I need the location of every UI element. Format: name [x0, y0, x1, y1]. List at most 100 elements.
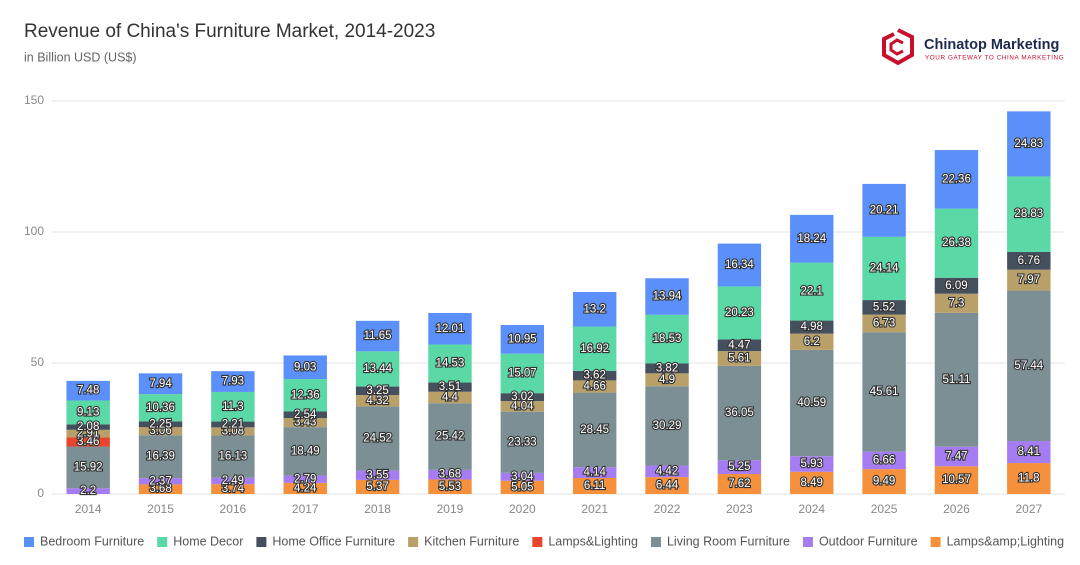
bar-segment: [717, 243, 762, 287]
bar-segment: [211, 421, 255, 428]
value-label: 9.03: [294, 361, 316, 373]
bar-segment: [790, 349, 834, 457]
value-label: 36.05: [725, 407, 754, 419]
value-label: 2.2: [80, 485, 96, 497]
value-label: 8.49: [801, 477, 823, 489]
logo-icon-inner: [889, 38, 904, 56]
bar-segment: [211, 371, 255, 392]
legend-swatch: [930, 537, 941, 547]
value-label: 2.54: [294, 409, 317, 421]
bar-segment: [1007, 176, 1051, 252]
bar-segment: [717, 474, 762, 494]
bar-segment: [283, 411, 327, 419]
bar-segment: [138, 373, 183, 395]
value-label: 2.91: [77, 428, 99, 440]
value-label: 40.59: [797, 397, 826, 409]
value-label: 14.53: [436, 358, 465, 370]
bar-segment: [66, 429, 110, 438]
value-label: 2.37: [149, 475, 171, 487]
bar-segment: [934, 466, 979, 494]
bar-segment: [428, 469, 472, 480]
value-label: 13.2: [583, 303, 605, 315]
value-label: 9.13: [77, 406, 99, 418]
bar-segment: [717, 460, 762, 475]
bar-segment: [572, 392, 617, 468]
value-label: 3.51: [439, 381, 461, 393]
x-tick-label: 2019: [437, 502, 464, 516]
bar-segment: [66, 380, 110, 401]
y-tick-label: 50: [31, 355, 45, 369]
bar-segment: [645, 363, 689, 374]
bar-segment: [1007, 111, 1051, 177]
value-label: 7.97: [1018, 274, 1040, 286]
bar-segment: [283, 427, 327, 476]
value-label: 6.2: [804, 336, 820, 348]
bar-segment: [428, 479, 472, 494]
value-label: 6.76: [1018, 255, 1040, 267]
legend-swatch: [532, 537, 543, 547]
value-label: 16.13: [219, 451, 248, 463]
value-label: 15.07: [508, 367, 537, 379]
bar-segment: [717, 365, 762, 461]
x-tick-label: 2016: [220, 502, 247, 516]
bar-segment: [790, 214, 834, 263]
value-label: 5.93: [801, 458, 823, 470]
value-label: 20.21: [870, 204, 899, 216]
value-label: 3.43: [294, 417, 316, 429]
x-tick-label: 2022: [654, 502, 681, 516]
bar-segment: [862, 469, 906, 494]
value-label: 3.02: [511, 391, 533, 403]
bar-segment: [934, 293, 979, 313]
value-label: 3.04: [511, 471, 534, 483]
legend-label: Home Decor: [173, 534, 243, 548]
value-label: 24.14: [870, 263, 899, 275]
value-label: 9.49: [873, 476, 895, 488]
legend-label: Lamps&amp;Lighting: [947, 534, 1064, 548]
bar-segment: [211, 391, 255, 422]
y-tick-label: 100: [24, 224, 44, 238]
bar-segment: [500, 325, 545, 354]
bar-segment: [645, 477, 689, 494]
value-label: 12.36: [291, 389, 320, 401]
value-label: 28.45: [580, 424, 609, 436]
bar-segment: [500, 353, 545, 394]
bar-segment: [572, 370, 617, 381]
value-label: 6.73: [873, 317, 895, 329]
bar-segment: [862, 451, 906, 470]
value-label: 6.11: [584, 480, 606, 492]
bar-segment: [355, 320, 400, 352]
legend-swatch: [650, 537, 661, 547]
bar-segment: [66, 488, 110, 494]
value-label: 6.44: [656, 480, 679, 492]
bar-segment: [355, 479, 400, 494]
bar-segment: [500, 401, 545, 412]
bar-segment: [717, 339, 762, 352]
value-label: 3.68: [149, 483, 171, 495]
bar-segment: [790, 471, 834, 494]
bar-segment: [428, 382, 472, 392]
value-label: 7.93: [222, 376, 244, 388]
value-label: 18.53: [653, 333, 682, 345]
value-label: 2.49: [222, 475, 244, 487]
bar-segment: [1007, 463, 1051, 494]
bar-segment: [355, 351, 400, 387]
value-label: 4.47: [728, 339, 750, 351]
value-label: 3.74: [222, 483, 245, 495]
bar-segment: [572, 380, 617, 393]
value-label: 5.52: [873, 301, 895, 313]
value-label: 18.24: [797, 233, 826, 245]
bar-segment: [138, 427, 183, 436]
value-label: 6.66: [873, 454, 895, 466]
value-label: 23.33: [508, 436, 537, 448]
bar-segment: [428, 344, 472, 383]
value-label: 2.08: [77, 421, 99, 433]
value-label: 18.49: [291, 445, 320, 457]
x-tick-label: 2021: [581, 502, 608, 516]
value-label: 3.62: [583, 370, 605, 382]
value-label: 7.3: [948, 297, 964, 309]
value-label: 25.42: [436, 431, 465, 443]
bar-segment: [138, 435, 183, 479]
bar-segment: [572, 467, 617, 478]
bar-segment: [355, 406, 400, 471]
legend-swatch: [802, 537, 813, 547]
